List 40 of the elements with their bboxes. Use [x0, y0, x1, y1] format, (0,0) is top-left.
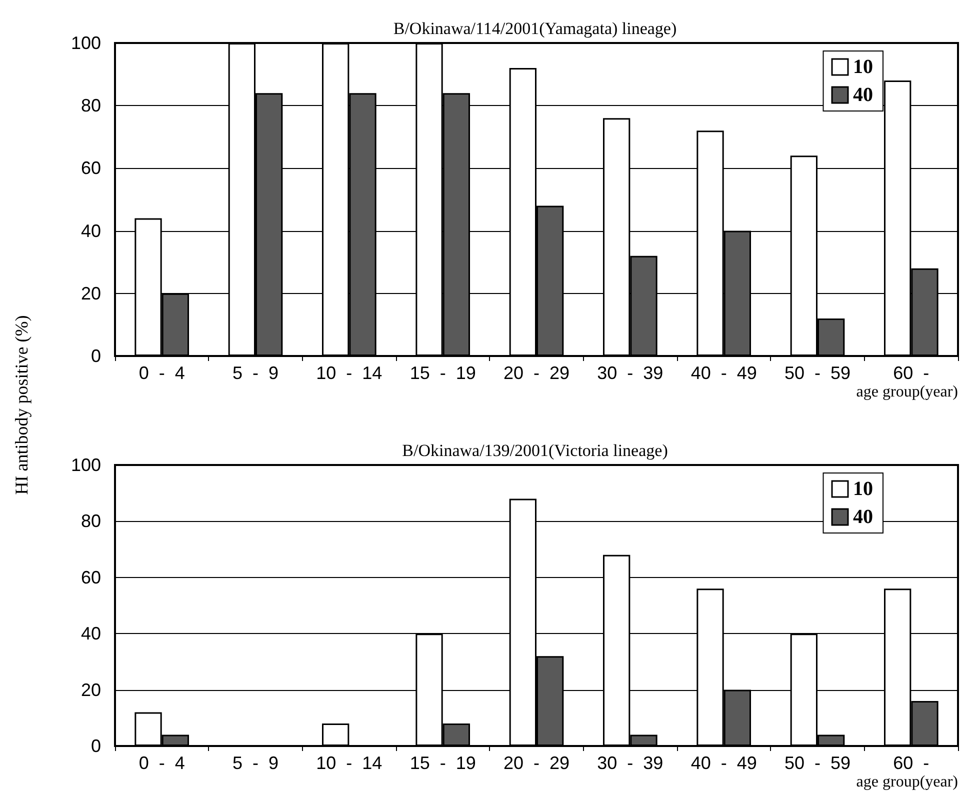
y-tick-label: 0	[90, 346, 101, 366]
y-tick-label: 40	[80, 624, 101, 644]
x-axis-title: age group(year)	[856, 774, 958, 790]
x-tick-label: 10 - 14	[316, 753, 382, 773]
legend-label: 40	[853, 84, 873, 106]
y-tick-label: 0	[90, 736, 101, 756]
x-tick-label: 5 - 9	[232, 363, 279, 383]
legend-label: 10	[853, 478, 873, 500]
y-axis-title: HI antibody positive (%)	[12, 315, 32, 495]
bar	[322, 724, 350, 746]
y-tick-label: 80	[80, 511, 101, 532]
x-tick-label: 50 - 59	[784, 363, 851, 383]
chart-title: B/Okinawa/139/2001(Victoria lineage)	[402, 441, 668, 460]
x-tick-label: 15 - 19	[410, 363, 476, 383]
x-tick-label: 50 - 59	[784, 753, 851, 773]
x-tick-label: 20 - 29	[503, 363, 570, 383]
legend-label: 40	[853, 506, 873, 528]
y-tick-label: 100	[70, 33, 101, 53]
x-tick-label: 60 -	[893, 753, 930, 773]
y-tick-label: 60	[80, 567, 101, 588]
x-tick-label: 30 - 39	[597, 363, 664, 383]
y-tick-label: 20	[80, 680, 101, 700]
x-axis-title: age group(year)	[856, 384, 958, 400]
x-tick-label: 20 - 29	[503, 753, 570, 773]
x-tick-label: 5 - 9	[232, 753, 279, 773]
y-tick-label: 100	[70, 455, 101, 475]
chart-title: B/Okinawa/114/2001(Yamagata) lineage)	[393, 19, 677, 38]
x-tick-label: 0 - 4	[138, 363, 185, 383]
x-tick-label: 10 - 14	[316, 363, 382, 383]
x-tick-label: 0 - 4	[138, 753, 185, 773]
x-tick-label: 40 - 49	[690, 753, 757, 773]
x-tick-label: 30 - 39	[597, 753, 664, 773]
x-tick-label: 60 -	[893, 363, 930, 383]
y-tick-label: 40	[80, 220, 101, 241]
y-tick-label: 80	[80, 96, 101, 116]
x-tick-label: 15 - 19	[410, 753, 476, 773]
y-tick-label: 20	[80, 283, 101, 304]
legend-label: 10	[853, 56, 873, 78]
y-tick-label: 60	[80, 158, 101, 178]
x-tick-label: 40 - 49	[690, 363, 757, 383]
